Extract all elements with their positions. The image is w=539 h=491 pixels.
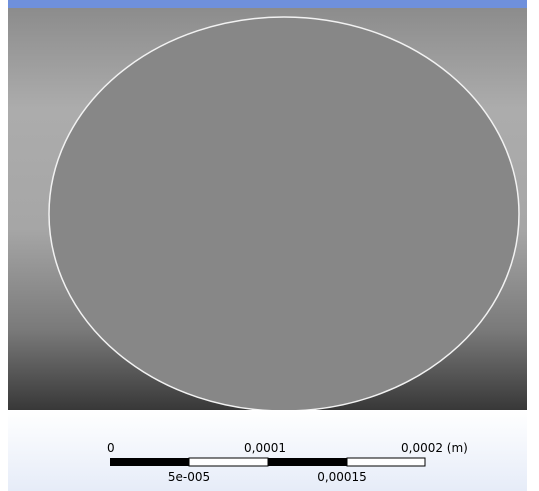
- scale-segment: [189, 458, 268, 466]
- scale-label: 0,0002 (m): [401, 441, 468, 455]
- title-strip: [8, 0, 527, 8]
- scale-segment: [347, 458, 425, 466]
- circle-geometry: [49, 17, 519, 411]
- scale-label: 0,0001: [244, 441, 286, 455]
- scale-label: 5e-005: [168, 470, 210, 484]
- scale-label: 0,00015: [317, 470, 367, 484]
- viewer-window: 0 0,0001 0,0002 (m) 5e-005 0,00015: [0, 0, 539, 491]
- scale-segment: [268, 458, 347, 466]
- scale-segment: [110, 458, 189, 466]
- scale-label: 0: [107, 441, 115, 455]
